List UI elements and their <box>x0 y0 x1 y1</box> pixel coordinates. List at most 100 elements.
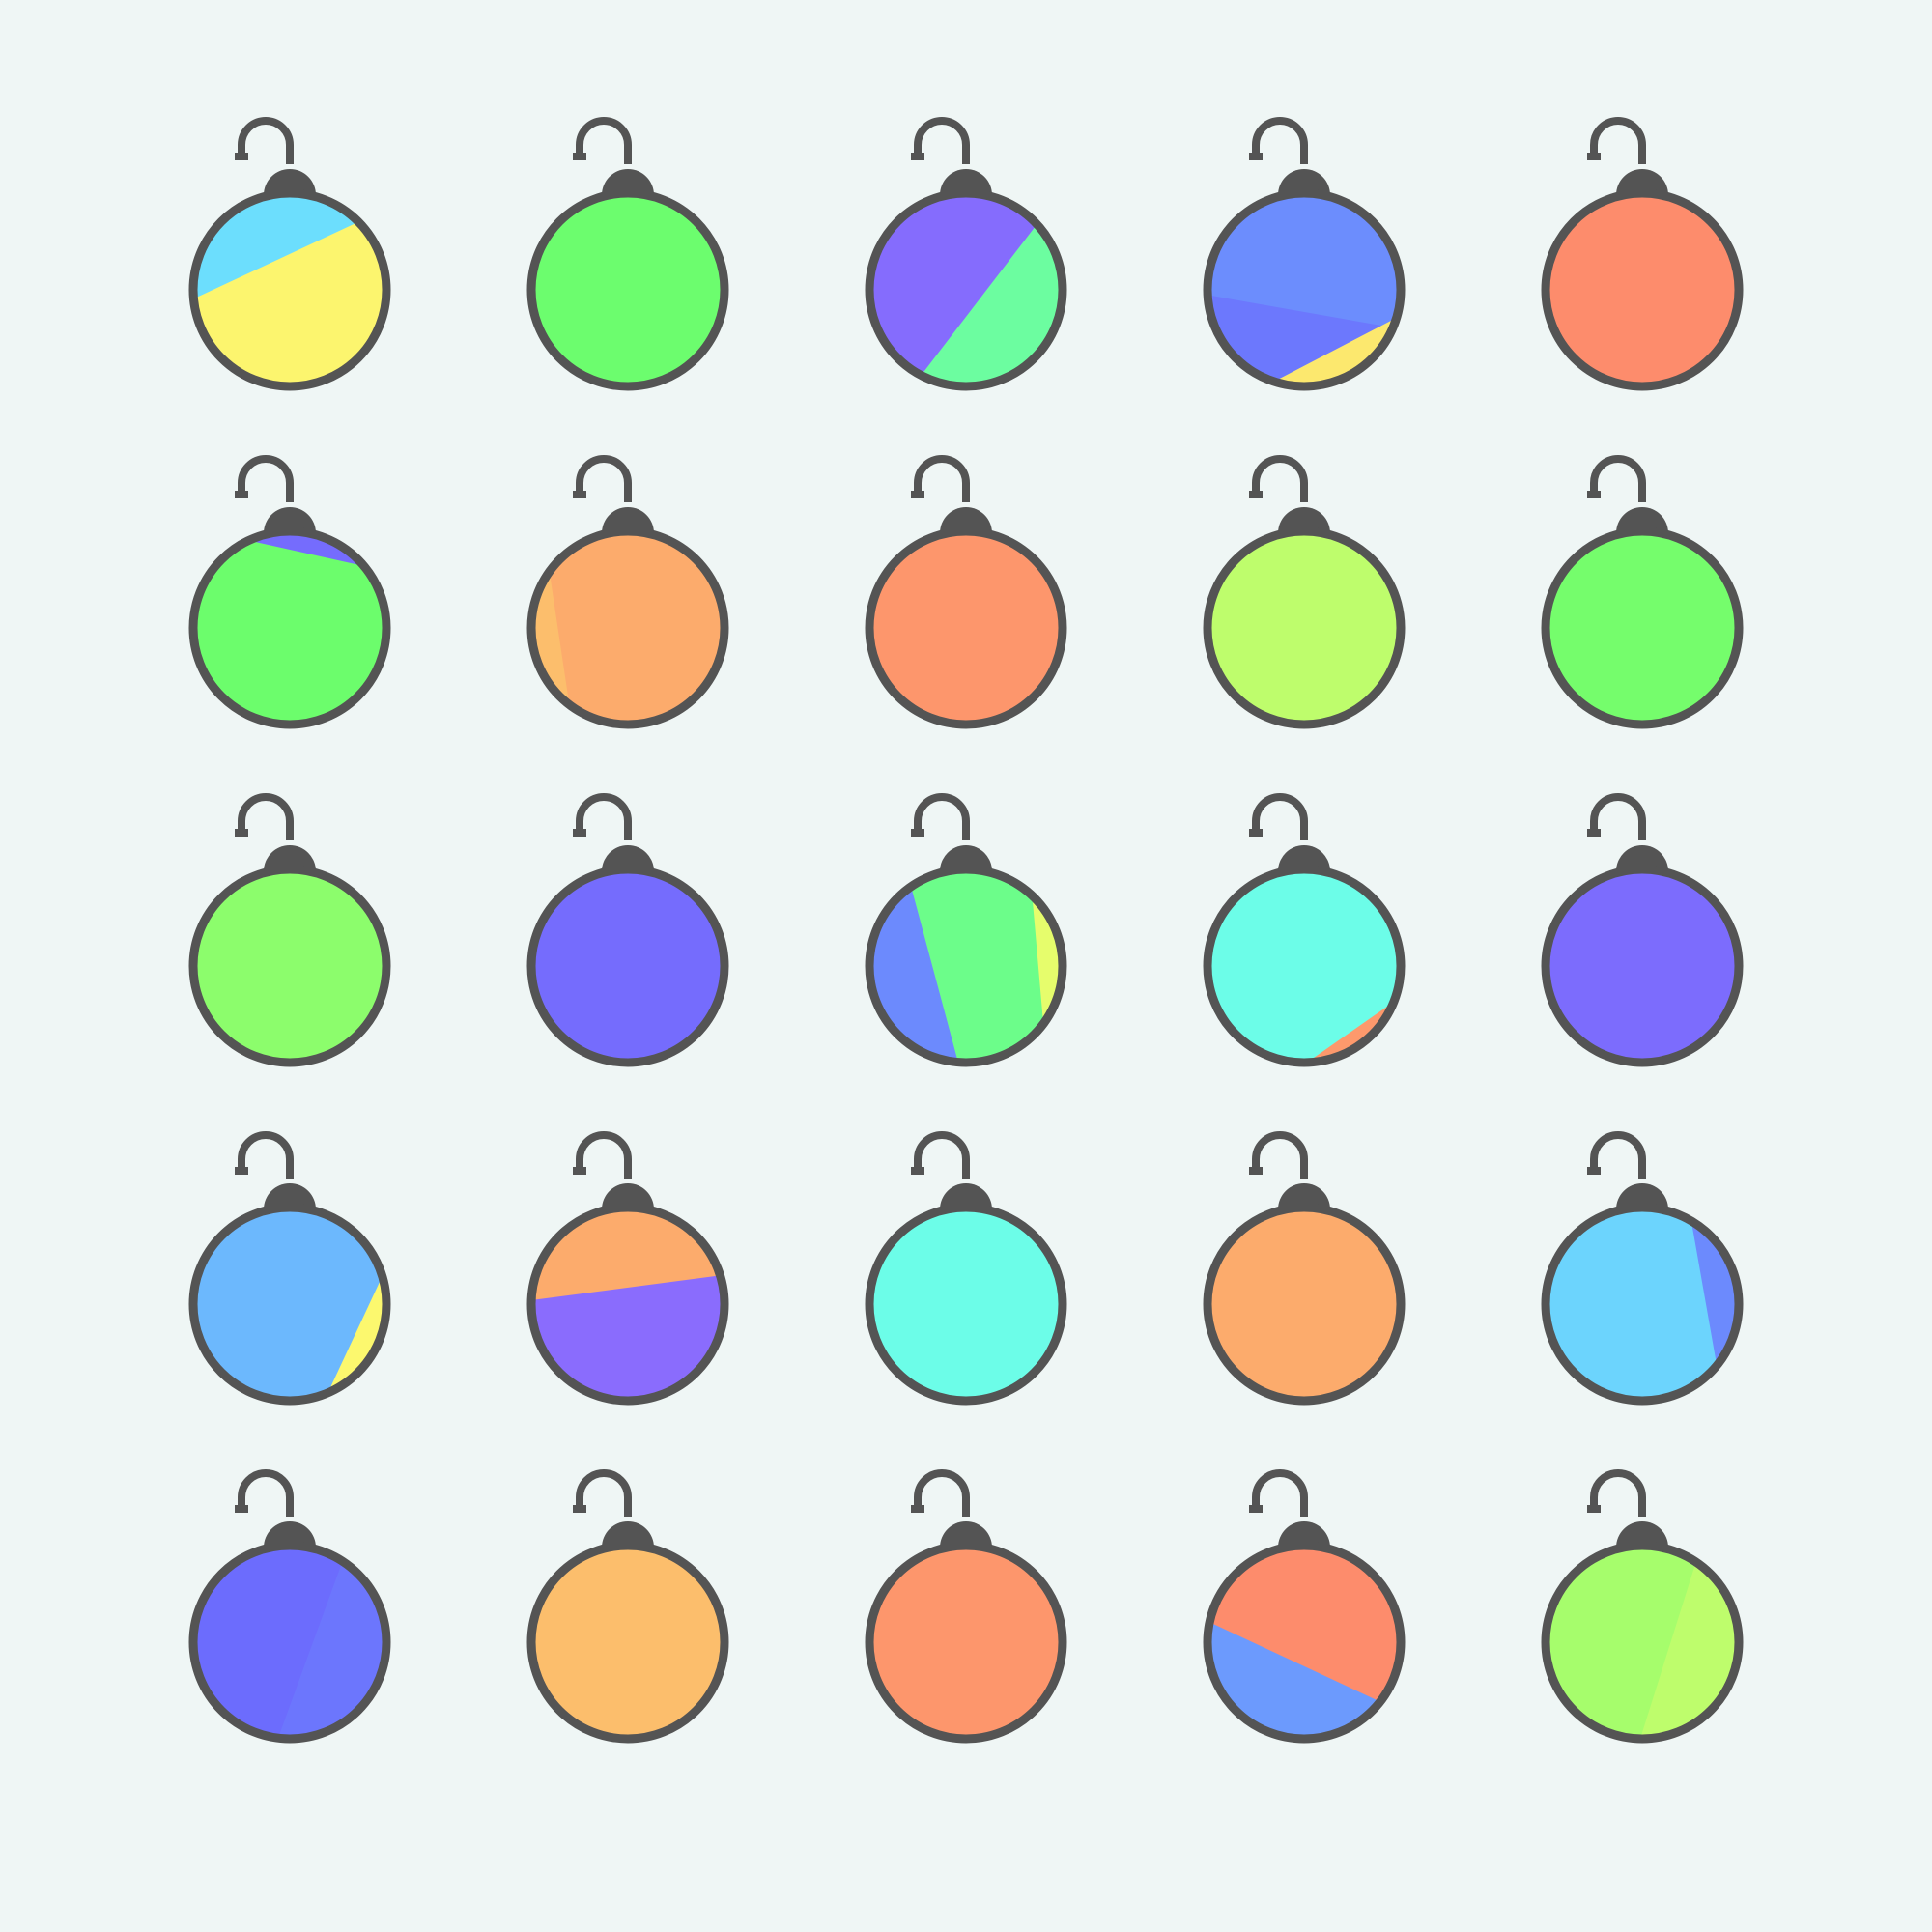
ornament-base <box>1546 1208 1739 1401</box>
ornament-outline <box>188 865 391 1067</box>
ornament-outline <box>865 526 1067 729</box>
ornament-outline <box>865 1541 1067 1744</box>
ornament-band <box>1685 1208 1739 1401</box>
ornament <box>1541 455 1744 729</box>
ornament-base <box>531 1546 724 1739</box>
ornament-base <box>531 869 724 1063</box>
ornament-outline <box>188 526 391 729</box>
hook-icon <box>1590 793 1646 840</box>
hook-icon <box>914 1131 970 1179</box>
ornament-cap <box>264 1183 316 1209</box>
ornament <box>1203 1131 1406 1406</box>
ornament-base <box>1546 869 1739 1063</box>
ornament-base <box>869 1546 1063 1739</box>
ornament-fill <box>193 1208 386 1401</box>
ornament <box>526 1469 729 1744</box>
hook-icon <box>576 793 632 840</box>
ornament-fill <box>1208 1208 1401 1401</box>
ornament-outline <box>526 526 729 729</box>
ornament-outline <box>1203 526 1406 729</box>
ornament-base <box>869 1208 1063 1401</box>
ornament-fill <box>869 531 1063 724</box>
ornament-base <box>193 1208 386 1401</box>
ornament-outline <box>865 1203 1067 1406</box>
ornament-cap <box>602 1183 654 1209</box>
ornament-outline <box>526 865 729 1067</box>
ornament-outline <box>1541 1203 1744 1406</box>
ornament <box>865 1131 1067 1406</box>
ornament-fill <box>1546 869 1739 1063</box>
ornament-base <box>869 531 1063 724</box>
ornament-outline <box>526 1541 729 1744</box>
ornament <box>188 1131 391 1406</box>
ornament-cap <box>602 845 654 871</box>
hook-icon <box>1590 1469 1646 1517</box>
hook-icon <box>914 455 970 502</box>
hook-icon <box>914 793 970 840</box>
hook-icon <box>1252 455 1308 502</box>
hook-icon <box>1252 793 1308 840</box>
ornament <box>1541 793 1744 1067</box>
ornament-band <box>311 1241 386 1401</box>
ornament-cap <box>940 169 992 195</box>
ornament-base <box>1208 1208 1401 1401</box>
ornament-base <box>1208 869 1401 1063</box>
hook-icon <box>238 1469 294 1517</box>
ornament-outline <box>1541 1541 1744 1744</box>
ornament-cap <box>264 507 316 533</box>
ornament <box>1541 117 1744 391</box>
ornament <box>1541 1131 1744 1406</box>
ornament-cap <box>602 507 654 533</box>
hook-icon <box>576 1131 632 1179</box>
ornament-cap <box>1616 845 1668 871</box>
ornament-outline <box>865 865 1067 1067</box>
ornament-fill <box>1208 531 1401 724</box>
hook-icon <box>238 1131 294 1179</box>
ornament-fill <box>531 869 724 1063</box>
ornament-cap <box>940 1183 992 1209</box>
ornament-base <box>193 869 386 1063</box>
ornament-cap <box>264 845 316 871</box>
ornament <box>1203 793 1406 1067</box>
ornament-outline <box>865 188 1067 391</box>
hook-icon <box>1590 455 1646 502</box>
hook-icon <box>238 117 294 164</box>
hook-icon <box>1590 117 1646 164</box>
ornament-fill <box>1546 531 1739 724</box>
ornament-cap <box>602 1521 654 1548</box>
ornament-base <box>531 531 724 724</box>
hook-icon <box>576 117 632 164</box>
ornament-base <box>193 531 386 724</box>
ornament <box>526 793 729 1067</box>
ornament-base <box>1208 531 1401 724</box>
ornament-outline <box>1203 1203 1406 1406</box>
ornament-cap <box>1278 507 1330 533</box>
hook-icon <box>914 1469 970 1517</box>
ornament-outline <box>1203 1541 1406 1744</box>
ornament-cap <box>1278 169 1330 195</box>
ornament-outline <box>1203 865 1406 1067</box>
ornament <box>865 455 1067 729</box>
ornament-cap <box>1278 1521 1330 1548</box>
ornament-cap <box>940 1521 992 1548</box>
ornament-outline <box>1541 865 1744 1067</box>
ornament-outline <box>188 1541 391 1744</box>
ornament-fill <box>869 1546 1063 1739</box>
ornament-outline <box>1541 526 1744 729</box>
hook-icon <box>1252 1469 1308 1517</box>
ornament-fill <box>193 869 386 1063</box>
ornament-outline <box>526 188 729 391</box>
ornament <box>188 117 391 391</box>
ornament <box>865 1469 1067 1744</box>
ornament-cap <box>940 507 992 533</box>
ornament-cap <box>1616 507 1668 533</box>
ornament-cap <box>602 169 654 195</box>
hook-icon <box>1590 1131 1646 1179</box>
ornament-fill <box>1546 1208 1739 1401</box>
hook-icon <box>238 455 294 502</box>
ornaments-layer <box>188 117 1744 1744</box>
ornament-cap <box>1616 1521 1668 1548</box>
hook-icon <box>576 455 632 502</box>
ornament-base <box>531 193 724 386</box>
